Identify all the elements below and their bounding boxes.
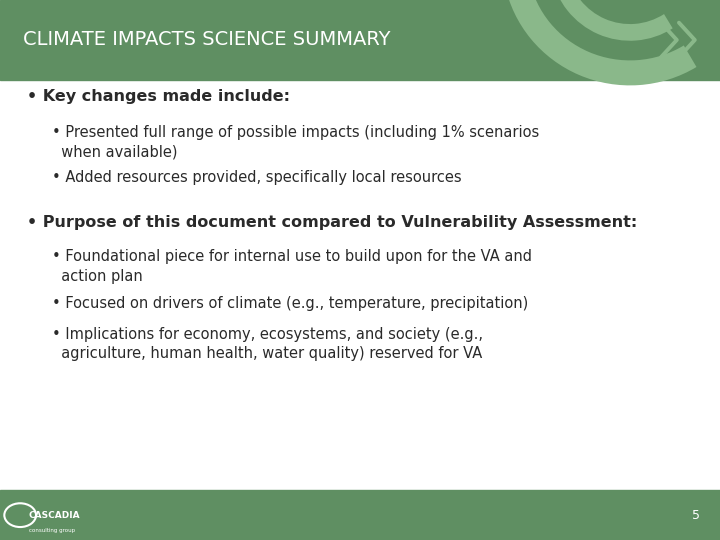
Text: • Key changes made include:: • Key changes made include: — [27, 89, 290, 104]
Bar — [0, 0, 720, 80]
Text: consulting group: consulting group — [29, 528, 75, 533]
Text: CLIMATE IMPACTS SCIENCE SUMMARY: CLIMATE IMPACTS SCIENCE SUMMARY — [23, 30, 390, 50]
Text: agriculture, human health, water quality) reserved for VA: agriculture, human health, water quality… — [52, 346, 482, 361]
Text: 5: 5 — [692, 509, 700, 522]
Text: • Implications for economy, ecosystems, and society (e.g.,: • Implications for economy, ecosystems, … — [52, 327, 483, 342]
Text: when available): when available) — [52, 145, 177, 160]
Text: CASCADIA: CASCADIA — [29, 511, 81, 519]
Text: • Focused on drivers of climate (e.g., temperature, precipitation): • Focused on drivers of climate (e.g., t… — [52, 296, 528, 311]
Bar — [0, 490, 720, 540]
Text: • Foundational piece for internal use to build upon for the VA and: • Foundational piece for internal use to… — [52, 249, 532, 265]
Text: • Presented full range of possible impacts (including 1% scenarios: • Presented full range of possible impac… — [52, 125, 539, 140]
Text: • Purpose of this document compared to Vulnerability Assessment:: • Purpose of this document compared to V… — [27, 215, 638, 230]
Text: action plan: action plan — [52, 269, 143, 284]
Text: • Added resources provided, specifically local resources: • Added resources provided, specifically… — [52, 170, 462, 185]
